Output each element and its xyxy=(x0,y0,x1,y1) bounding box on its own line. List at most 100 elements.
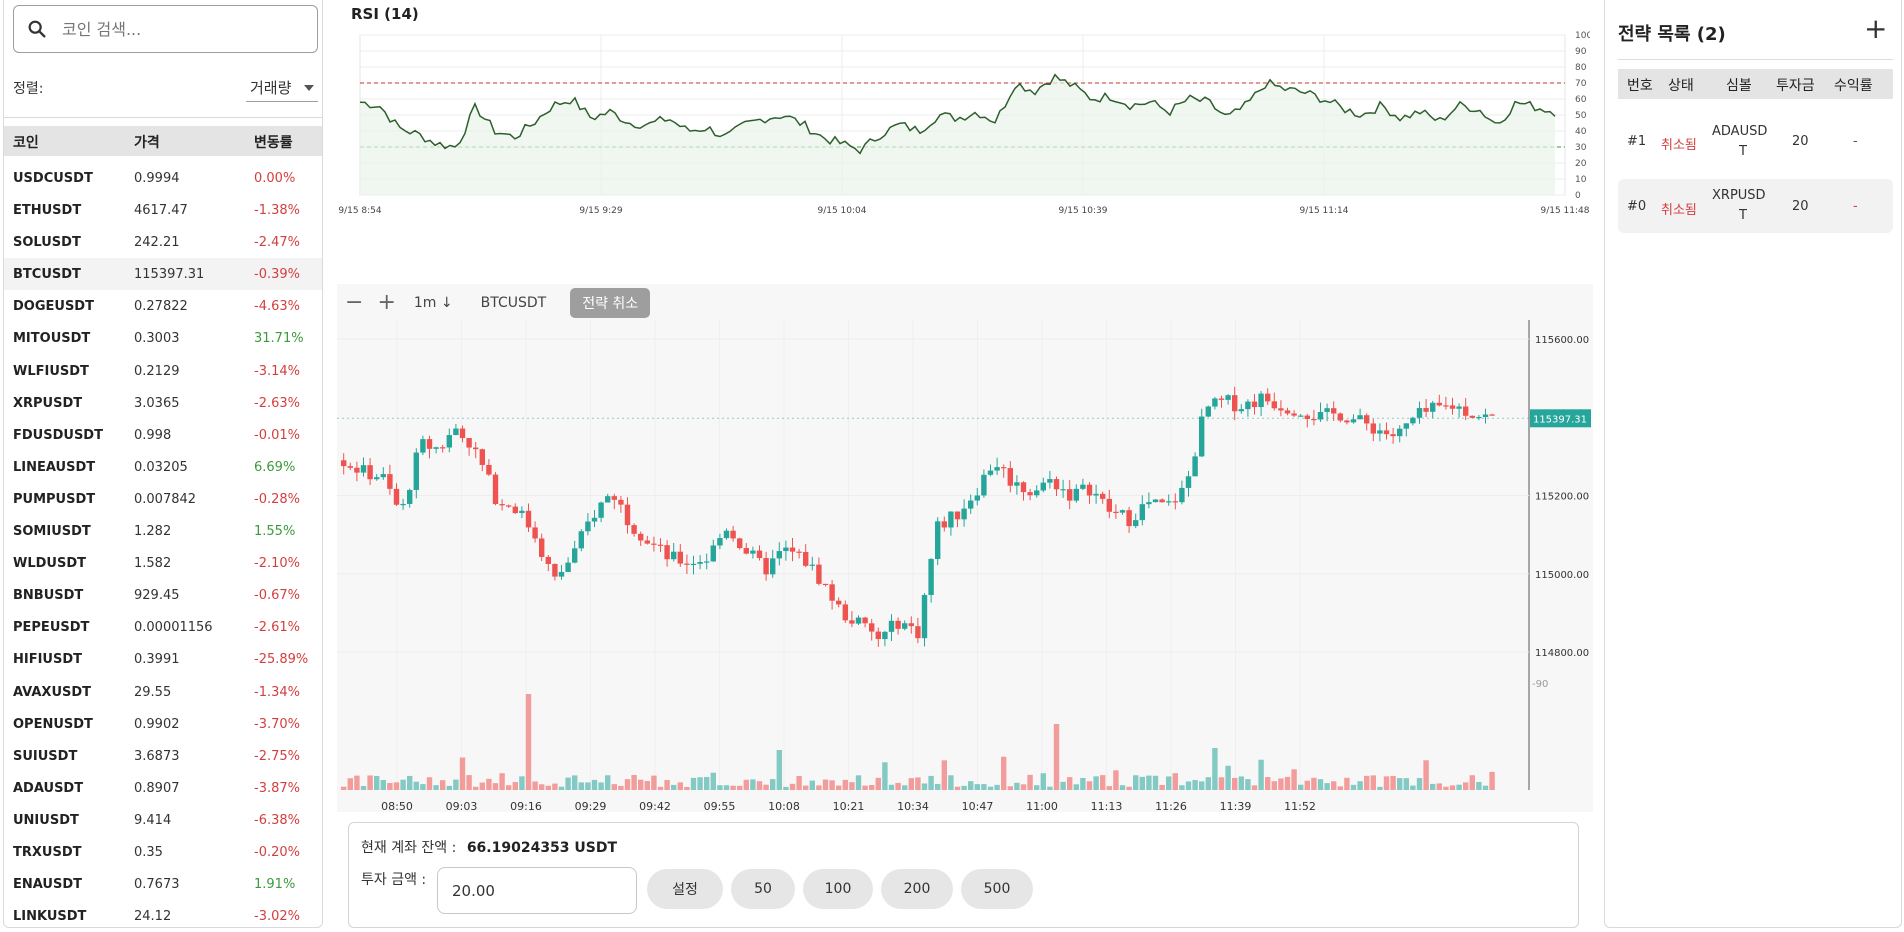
candle-body xyxy=(1350,419,1357,423)
candle-body xyxy=(1034,490,1040,496)
rsi-x-tick: 9/15 10:04 xyxy=(817,206,866,216)
coin-row[interactable]: OPENUSDT 0.9902 -3.70% xyxy=(4,708,322,740)
time-x-tick: 10:21 xyxy=(833,800,865,812)
zoom-out-button[interactable]: − xyxy=(345,290,364,315)
volume-bar xyxy=(1245,779,1251,790)
coin-row[interactable]: WLDUSDT 1.582 -2.10% xyxy=(4,547,322,579)
volume-bar xyxy=(803,785,809,790)
candle-body xyxy=(961,508,967,520)
volume-bar xyxy=(1258,759,1264,790)
volume-bar xyxy=(671,784,677,790)
coin-row[interactable]: LINEAUSDT 0.03205 6.69% xyxy=(4,451,322,483)
candle-body xyxy=(657,544,664,546)
volume-bar xyxy=(413,781,419,790)
candle-body xyxy=(935,521,941,560)
add-strategy-button[interactable]: + xyxy=(1864,12,1888,45)
search-input[interactable] xyxy=(62,19,292,39)
set-button[interactable]: 설정 xyxy=(647,869,723,909)
candle-body xyxy=(644,540,650,544)
coin-row[interactable]: SOMIUSDT 1.282 1.55% xyxy=(4,515,322,547)
coin-row[interactable]: BNBUSDT 929.45 -0.67% xyxy=(4,579,322,611)
preset-500-button[interactable]: 500 xyxy=(961,869,1033,909)
zoom-in-button[interactable]: + xyxy=(377,290,396,315)
preset-50-button[interactable]: 50 xyxy=(731,869,795,909)
coin-row[interactable]: PEPEUSDT 0.00001156 -2.61% xyxy=(4,611,322,643)
strategy-row[interactable]: #0 취소됨 XRPUSD T 20 - xyxy=(1618,179,1893,233)
volume-bar xyxy=(789,783,796,790)
candle-body xyxy=(1067,489,1073,501)
candle-body xyxy=(1463,406,1469,416)
coin-row[interactable]: BTCUSDT 115397.31 -0.39% xyxy=(4,258,322,291)
header-profit: 수익률 xyxy=(1834,78,1873,94)
coin-row[interactable]: TRXUSDT 0.35 -0.20% xyxy=(4,836,322,868)
preset-100-button[interactable]: 100 xyxy=(803,869,873,909)
volume-bar xyxy=(690,777,697,790)
volume-bar xyxy=(1370,775,1376,790)
volume-bar xyxy=(1463,782,1469,790)
coin-row[interactable]: USDCUSDT 0.9994 0.00% xyxy=(4,162,322,194)
coin-row[interactable]: SOLUSDT 242.21 -2.47% xyxy=(4,226,322,258)
time-x-tick: 11:39 xyxy=(1220,800,1252,812)
candle-body xyxy=(1192,456,1198,477)
candle-body xyxy=(1172,501,1178,503)
coin-row[interactable]: WLFIUSDT 0.2129 -3.14% xyxy=(4,355,322,387)
candle-body xyxy=(902,623,908,629)
coin-row[interactable]: MITOUSDT 0.3003 31.71% xyxy=(4,322,322,354)
candle-body xyxy=(1199,416,1205,457)
coin-row[interactable]: HIFIUSDT 0.3991 -25.89% xyxy=(4,643,322,675)
coin-row[interactable]: PUMPUSDT 0.007842 -0.28% xyxy=(4,483,322,515)
strategy-panel: 전략 목록 (2) + 번호 상태 심볼 투자금 수익률 #1 취소됨 ADAU… xyxy=(1604,0,1902,928)
strategy-amount: 20 xyxy=(1792,134,1809,149)
candle-body xyxy=(743,548,749,554)
sort-select[interactable]: 거래량 xyxy=(246,74,318,102)
candle-body xyxy=(1456,406,1462,409)
coin-row[interactable]: DOGEUSDT 0.27822 -4.63% xyxy=(4,290,322,322)
candle-body xyxy=(499,504,505,506)
invest-amount-input[interactable] xyxy=(437,867,637,914)
candle-body xyxy=(420,439,426,453)
header-status: 상태 xyxy=(1668,78,1694,94)
coin-row[interactable]: ENAUSDT 0.7673 1.91% xyxy=(4,868,322,900)
candle-body xyxy=(783,547,789,552)
volume-bar xyxy=(1232,777,1238,790)
candle-body xyxy=(631,525,637,534)
coin-row[interactable]: ADAUSDT 0.8907 -3.87% xyxy=(4,772,322,804)
rsi-x-tick: 9/15 11:14 xyxy=(1299,206,1348,216)
coin-row[interactable]: XRPUSDT 3.0365 -2.63% xyxy=(4,387,322,419)
volume-bar xyxy=(987,786,994,790)
candle-body xyxy=(591,517,598,522)
coin-row[interactable]: UNIUSDT 9.414 -6.38% xyxy=(4,804,322,836)
coin-row[interactable]: ETHUSDT 4617.47 -1.38% xyxy=(4,194,322,226)
coin-symbol: TRXUSDT xyxy=(13,844,82,860)
interval-select[interactable]: 1m ↓ xyxy=(413,295,453,311)
coin-row[interactable]: FDUSDUSDT 0.998 -0.01% xyxy=(4,419,322,451)
header-change: 변동률 xyxy=(254,135,293,151)
candle-body xyxy=(941,521,947,528)
search-box[interactable] xyxy=(13,5,318,53)
coin-symbol: ENAUSDT xyxy=(13,877,82,893)
coin-change: -2.63% xyxy=(254,395,300,411)
candle-body xyxy=(1185,476,1192,488)
price-y-tick: 115200.00 xyxy=(1535,492,1589,503)
strategy-row[interactable]: #1 취소됨 ADAUSD T 20 - xyxy=(1618,116,1893,170)
volume-bar xyxy=(902,785,908,790)
volume-bar xyxy=(1146,775,1152,790)
candlestick-chart[interactable]: 115600.00 115200.00 115000.00 114800.00 -90 0… xyxy=(337,284,1593,812)
volume-bar xyxy=(631,775,637,790)
volume-bar xyxy=(1067,777,1073,790)
preset-200-button[interactable]: 200 xyxy=(881,869,953,909)
coin-list: USDCUSDT 0.9994 0.00% ETHUSDT 4617.47 -1.38% S… xyxy=(4,162,322,927)
coin-row[interactable]: AVAXUSDT 29.55 -1.34% xyxy=(4,676,322,708)
volume-bar xyxy=(1007,786,1013,790)
coin-row[interactable]: LINKUSDT 24.12 -3.02% xyxy=(4,900,322,927)
volume-bar xyxy=(888,784,895,790)
volume-bar xyxy=(1383,776,1390,790)
volume-bar xyxy=(1238,776,1244,790)
volume-bar xyxy=(1291,769,1297,790)
coin-symbol: WLFIUSDT xyxy=(13,363,89,379)
candle-body xyxy=(664,545,670,560)
coin-row[interactable]: SUIUSDT 3.6873 -2.75% xyxy=(4,740,322,772)
cancel-strategy-button[interactable]: 전략 취소 xyxy=(570,288,651,318)
balance-value: 66.19024353 USDT xyxy=(466,840,618,856)
volume-bar xyxy=(723,785,730,790)
